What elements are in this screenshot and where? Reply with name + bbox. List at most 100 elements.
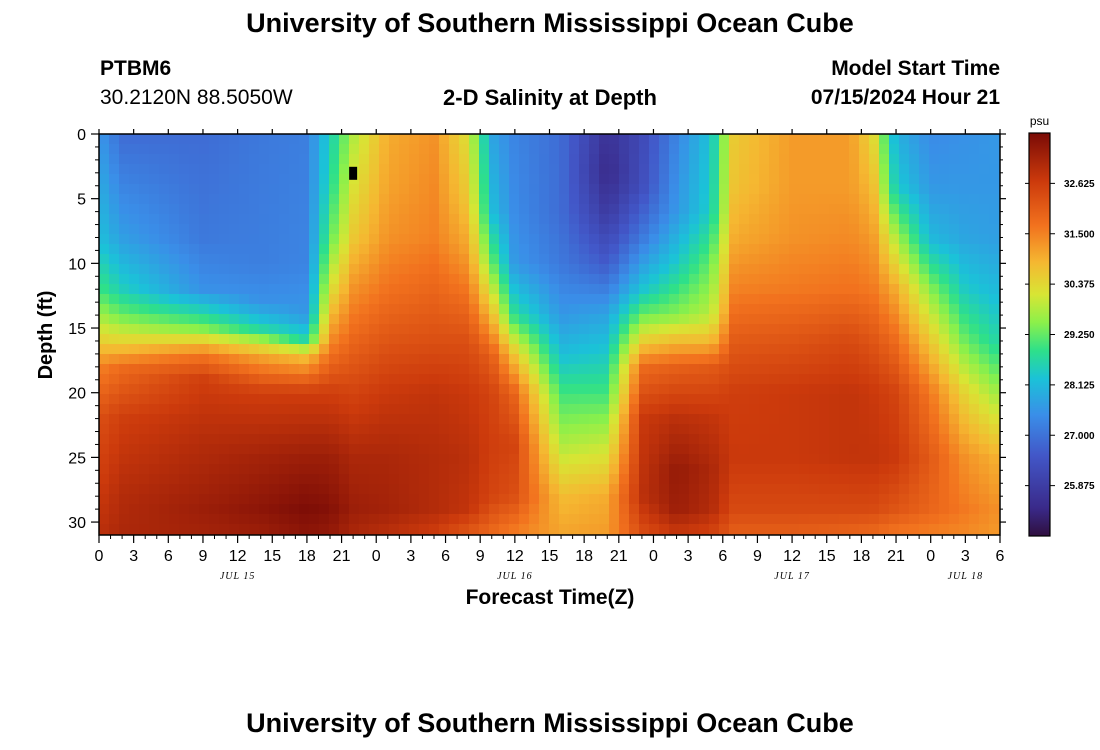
heatmap-cell <box>419 204 430 215</box>
heatmap-cell <box>929 154 940 165</box>
heatmap-cell <box>629 214 640 225</box>
heatmap-cell <box>849 384 860 395</box>
heatmap-cell <box>789 484 800 495</box>
heatmap-cell <box>919 134 930 145</box>
heatmap-cell <box>599 134 610 145</box>
heatmap-cell <box>149 334 160 345</box>
heatmap-cell <box>489 394 500 405</box>
heatmap-cell <box>699 244 710 255</box>
heatmap-cell <box>989 214 1000 225</box>
heatmap-cell <box>149 424 160 435</box>
heatmap-cell <box>989 184 1000 195</box>
heatmap-cell <box>529 134 540 145</box>
heatmap-cell <box>759 514 770 525</box>
heatmap-cell <box>969 494 980 505</box>
heatmap-cell <box>469 314 480 325</box>
heatmap-cell <box>429 454 440 465</box>
heatmap-cell <box>469 294 480 305</box>
heatmap-cell <box>799 194 810 205</box>
heatmap-cell <box>229 234 240 245</box>
heatmap-cell <box>849 244 860 255</box>
heatmap-cell <box>239 164 250 175</box>
heatmap-cell <box>749 444 760 455</box>
heatmap-cell <box>829 144 840 155</box>
heatmap-cell <box>139 504 150 515</box>
heatmap-cell <box>349 464 360 475</box>
heatmap-cell <box>579 324 590 335</box>
heatmap-cell <box>479 454 490 465</box>
heatmap-cell <box>539 254 550 265</box>
heatmap-cell <box>799 254 810 265</box>
heatmap-cell <box>599 194 610 205</box>
heatmap-cell <box>569 324 580 335</box>
heatmap-cell <box>369 394 380 405</box>
heatmap-cell <box>859 154 870 165</box>
heatmap-cell <box>719 214 730 225</box>
heatmap-cell <box>479 384 490 395</box>
heatmap-cell <box>689 264 700 275</box>
heatmap-cell <box>289 204 300 215</box>
heatmap-cell <box>599 184 610 195</box>
heatmap-cell <box>109 134 120 145</box>
heatmap-cell <box>469 144 480 155</box>
heatmap-cell <box>919 364 930 375</box>
heatmap-cell <box>489 404 500 415</box>
heatmap-cell <box>589 284 600 295</box>
heatmap-cell <box>659 484 670 495</box>
heatmap-cell <box>519 154 530 165</box>
heatmap-cell <box>119 174 130 185</box>
heatmap-cell <box>569 524 580 535</box>
heatmap-cell <box>979 424 990 435</box>
heatmap-cell <box>519 264 530 275</box>
heatmap-cell <box>609 214 620 225</box>
heatmap-cell <box>779 304 790 315</box>
heatmap-cell <box>249 404 260 415</box>
heatmap-cell <box>549 144 560 155</box>
heatmap-cell <box>249 294 260 305</box>
heatmap-cell <box>639 484 650 495</box>
heatmap-cell <box>239 274 250 285</box>
heatmap-cell <box>929 244 940 255</box>
heatmap-cell <box>839 194 850 205</box>
heatmap-cell <box>429 284 440 295</box>
heatmap-cell <box>489 334 500 345</box>
heatmap-cell <box>539 294 550 305</box>
heatmap-cell <box>489 364 500 375</box>
heatmap-cell <box>799 204 810 215</box>
heatmap-cell <box>159 514 170 525</box>
heatmap-cell <box>439 484 450 495</box>
heatmap-cell <box>879 254 890 265</box>
heatmap-cell <box>689 374 700 385</box>
heatmap-cell <box>909 244 920 255</box>
heatmap-cell <box>159 394 170 405</box>
heatmap-cell <box>829 354 840 365</box>
heatmap-cell <box>129 494 140 505</box>
heatmap-cell <box>449 484 460 495</box>
heatmap-cell <box>319 444 330 455</box>
heatmap-cell <box>489 424 500 435</box>
heatmap-cell <box>429 324 440 335</box>
heatmap-cell <box>409 314 420 325</box>
heatmap-cell <box>259 284 270 295</box>
heatmap-cell <box>719 484 730 495</box>
heatmap-cell <box>229 144 240 155</box>
heatmap-cell <box>549 294 560 305</box>
heatmap-cell <box>489 444 500 455</box>
heatmap-cell <box>169 184 180 195</box>
heatmap-cell <box>759 154 770 165</box>
heatmap-cell <box>569 314 580 325</box>
heatmap-cell <box>229 184 240 195</box>
heatmap-cell <box>369 314 380 325</box>
heatmap-cell <box>499 224 510 235</box>
heatmap-cell <box>159 434 170 445</box>
heatmap-cell <box>219 424 230 435</box>
heatmap-cell <box>159 404 170 415</box>
heatmap-cell <box>849 234 860 245</box>
heatmap-cell <box>779 354 790 365</box>
heatmap-cell <box>149 444 160 455</box>
heatmap-cell <box>509 284 520 295</box>
heatmap-cell <box>799 154 810 165</box>
heatmap-cell <box>209 254 220 265</box>
heatmap-cell <box>839 294 850 305</box>
heatmap-cell <box>469 204 480 215</box>
